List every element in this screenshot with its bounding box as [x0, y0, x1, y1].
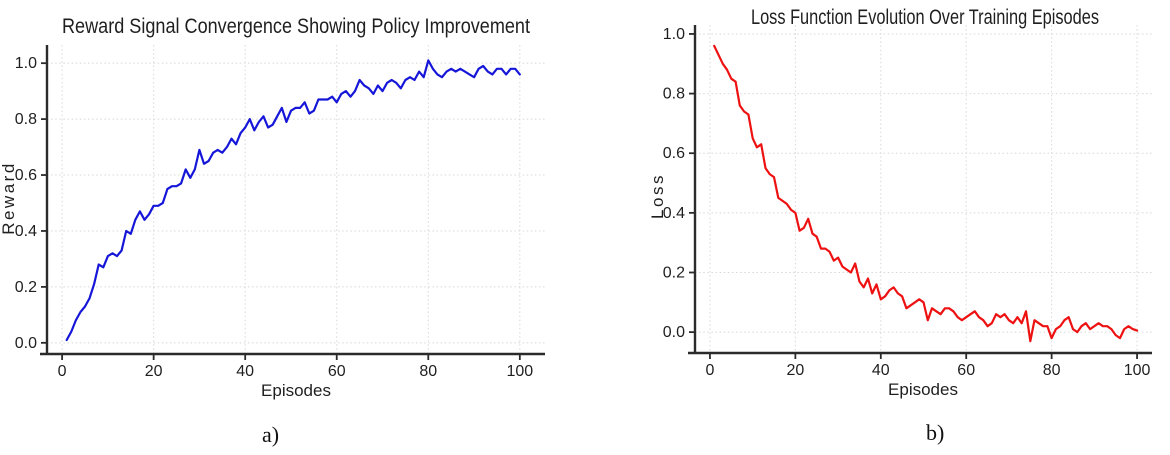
svg-text:60: 60	[328, 363, 346, 380]
svg-text:0.0: 0.0	[15, 335, 37, 352]
svg-text:80: 80	[1043, 362, 1061, 379]
reward-x-axis-label: Episodes	[261, 381, 331, 400]
svg-text:40: 40	[236, 363, 254, 380]
svg-text:0.8: 0.8	[15, 111, 37, 128]
svg-text:0.0: 0.0	[663, 324, 685, 341]
svg-text:40: 40	[872, 362, 890, 379]
loss-x-axis-label: Episodes	[888, 380, 958, 399]
svg-text:0: 0	[705, 362, 714, 379]
subfigure-caption-b: b)	[926, 420, 945, 445]
svg-text:0.6: 0.6	[15, 167, 37, 184]
svg-text:0.4: 0.4	[663, 205, 685, 222]
loss-plot-area: 0 20 40 60 80 100 0.0 0.2 0.4 0.6 0.8 1.0	[663, 25, 1152, 379]
svg-text:20: 20	[145, 363, 163, 380]
svg-text:1.0: 1.0	[663, 26, 685, 43]
loss-y-axis-label: Loss	[648, 173, 667, 219]
subfigure-caption-a: a)	[262, 422, 280, 447]
reward-y-axis-label: Reward	[0, 161, 18, 235]
svg-text:20: 20	[786, 362, 804, 379]
svg-text:0.2: 0.2	[15, 279, 37, 296]
svg-text:0.8: 0.8	[663, 86, 685, 103]
reward-plot-area: 0 20 40 60 80 100 0.0 0.2 0.4 0.6 0.8 1.0	[15, 45, 545, 380]
svg-text:0.6: 0.6	[663, 145, 685, 162]
svg-text:0.2: 0.2	[663, 264, 685, 281]
loss-evolution-chart: Loss Function Evolution Over Training Ep…	[648, 6, 1152, 399]
reward-convergence-chart: Reward Signal Convergence Showing Policy…	[0, 15, 545, 400]
svg-text:0.4: 0.4	[15, 223, 37, 240]
svg-text:60: 60	[957, 362, 975, 379]
svg-text:100: 100	[506, 363, 533, 380]
svg-text:80: 80	[419, 363, 437, 380]
svg-text:1.0: 1.0	[15, 55, 37, 72]
svg-text:100: 100	[1124, 362, 1151, 379]
loss-chart-title: Loss Function Evolution Over Training Ep…	[751, 6, 1099, 29]
svg-text:0: 0	[58, 363, 67, 380]
reward-chart-title: Reward Signal Convergence Showing Policy…	[62, 15, 530, 38]
